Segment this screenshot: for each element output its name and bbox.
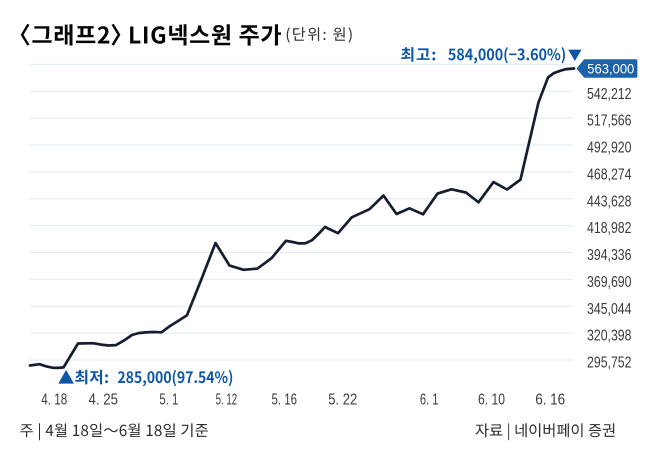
svg-text:443,628: 443,628: [587, 193, 632, 210]
svg-text:492,920: 492,920: [587, 140, 632, 157]
svg-text:517,566: 517,566: [587, 113, 632, 130]
svg-text:5. 12: 5. 12: [216, 391, 238, 408]
svg-text:345,044: 345,044: [587, 301, 632, 318]
svg-text:6. 16: 6. 16: [535, 391, 565, 408]
svg-text:394,336: 394,336: [587, 247, 632, 264]
svg-text:4. 18: 4. 18: [41, 391, 67, 408]
svg-text:5. 16: 5. 16: [272, 391, 298, 408]
svg-text:369,690: 369,690: [587, 274, 632, 291]
svg-text:4. 25: 4. 25: [89, 391, 119, 408]
svg-text:5. 1: 5. 1: [159, 391, 178, 408]
svg-text:542,212: 542,212: [587, 86, 632, 103]
svg-text:5. 22: 5. 22: [328, 391, 357, 408]
svg-text:468,274: 468,274: [587, 167, 632, 184]
svg-text:6. 1: 6. 1: [420, 391, 439, 408]
svg-text:295,752: 295,752: [587, 355, 632, 372]
svg-text:563,000: 563,000: [587, 62, 634, 78]
svg-text:320,398: 320,398: [587, 328, 632, 345]
svg-text:6. 10: 6. 10: [478, 391, 505, 408]
svg-text:418,982: 418,982: [587, 220, 632, 237]
